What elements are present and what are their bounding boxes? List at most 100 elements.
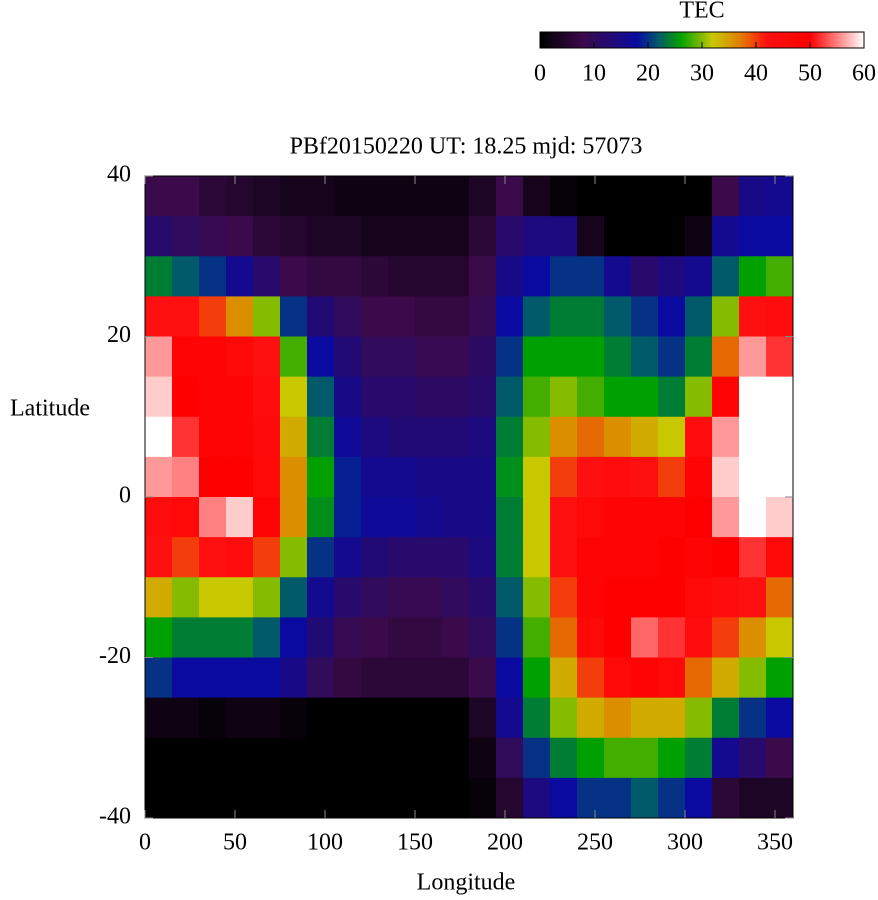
heatmap-cell [712,456,740,498]
heatmap-cell [415,617,443,658]
heatmap-cell [469,497,497,538]
heatmap-cell [361,456,389,498]
heatmap-cell [280,416,308,458]
heatmap-cell [550,416,578,458]
heatmap-cell [685,617,713,658]
heatmap-cell [145,296,173,337]
heatmap-cell [307,256,335,297]
heatmap-cell [712,777,740,819]
heatmap-cell [361,216,389,257]
heatmap-cell [766,617,794,658]
heatmap-cell [388,577,416,618]
heatmap-cell [388,657,416,699]
heatmap-cell [199,336,227,378]
heatmap-cell [523,336,551,378]
x-tick-label: 150 [397,830,433,856]
heatmap-cell [145,537,173,578]
heatmap-cell [280,376,308,418]
heatmap-cell [307,537,335,578]
heatmap-cell [766,336,794,378]
heatmap-cell [199,577,227,618]
heatmap-cell [496,256,524,297]
heatmap-cell [226,497,254,538]
colorbar-tick-label: 30 [690,61,714,87]
x-tick-label: 250 [577,830,613,856]
heatmap-cell [604,777,632,819]
heatmap-cell [658,537,686,578]
heatmap-cell [604,296,632,337]
heatmap-cell [631,336,659,378]
heatmap-cell [307,657,335,699]
heatmap-cell [496,697,524,739]
heatmap-cell [199,256,227,297]
heatmap-cell [631,697,659,739]
heatmap-cell [577,416,605,458]
heatmap-cell [496,537,524,578]
heatmap-cell [766,416,794,458]
heatmap-cell [523,537,551,578]
heatmap-cell [145,456,173,498]
heatmap-cell [226,577,254,618]
heatmap-cell [388,617,416,658]
heatmap-cell [415,777,443,819]
x-tick-label: 50 [223,830,247,856]
heatmap [145,176,794,819]
heatmap-cell [631,296,659,337]
heatmap-cell [766,577,794,618]
heatmap-cell [739,256,767,297]
heatmap-cell [577,296,605,337]
y-tick-label: 40 [107,162,131,188]
heatmap-cell [172,577,200,618]
x-tick-label: 0 [139,830,151,856]
heatmap-cell [253,216,281,257]
heatmap-cell [739,737,767,779]
heatmap-cell [631,657,659,699]
heatmap-cell [766,296,794,337]
heatmap-cell [712,296,740,337]
heatmap-cell [496,176,524,217]
heatmap-cell [496,376,524,418]
heatmap-cell [604,176,632,217]
heatmap-cell [604,256,632,297]
heatmap-cell [550,537,578,578]
heatmap-cell [685,577,713,618]
heatmap-cell [469,456,497,498]
heatmap-cell [415,657,443,699]
heatmap-cell [280,537,308,578]
heatmap-cell [145,216,173,257]
heatmap-cell [739,416,767,458]
heatmap-cell [631,737,659,779]
heatmap-cell [712,537,740,578]
heatmap-cell [253,697,281,739]
heatmap-cell [496,737,524,779]
heatmap-cell [172,336,200,378]
heatmap-cell [469,657,497,699]
heatmap-cell [226,456,254,498]
heatmap-cell [334,416,362,458]
heatmap-cell [226,296,254,337]
heatmap-cell [469,416,497,458]
heatmap-cell [361,416,389,458]
heatmap-cell [253,777,281,819]
heatmap-cell [253,376,281,418]
heatmap-cell [577,456,605,498]
heatmap-cell [658,657,686,699]
heatmap-cell [712,737,740,779]
heatmap-cell [739,777,767,819]
colorbar-tick-label: 0 [534,61,546,87]
heatmap-cell [739,336,767,378]
heatmap-cell [388,456,416,498]
heatmap-cell [469,537,497,578]
heatmap-cell [469,777,497,819]
heatmap-cell [361,697,389,739]
colorbar-tick-label: 60 [852,61,876,87]
heatmap-cell [577,256,605,297]
heatmap-cell [253,577,281,618]
heatmap-cell [604,697,632,739]
heatmap-cell [685,176,713,217]
heatmap-cell [577,497,605,538]
heatmap-cell [550,296,578,337]
heatmap-cell [712,617,740,658]
heatmap-cell [604,336,632,378]
